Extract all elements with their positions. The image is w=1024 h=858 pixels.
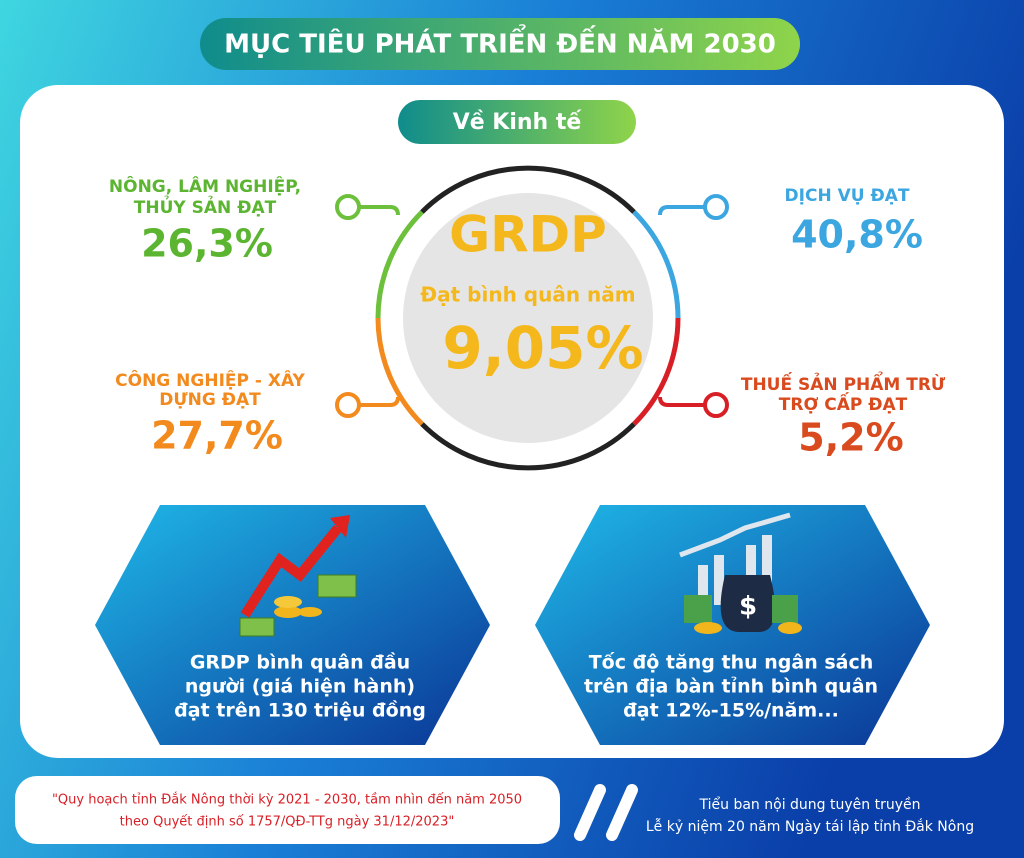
icon-growth — [239, 515, 357, 637]
section-pill — [398, 100, 636, 144]
item-value: 40,8% — [791, 213, 923, 257]
item-label: DỊCH VỤ ĐẠT — [785, 186, 910, 206]
card-text: trên địa bàn tỉnh bình quân — [584, 676, 878, 698]
item-value: 26,3% — [141, 222, 273, 266]
card-text: người (giá hiện hành) — [185, 676, 415, 698]
center-title: GRDP — [449, 206, 607, 264]
dollar-sign: $ — [739, 592, 757, 622]
center-subtitle: Đạt bình quân năm — [420, 283, 635, 307]
item-label: CÔNG NGHIỆP - XÂY — [115, 369, 305, 391]
ring — [335, 165, 729, 471]
quote-line: theo Quyết định số 1757/QĐ-TTg ngày 31/1… — [120, 815, 455, 830]
items: NÔNG, LÂM NGHIỆP, THỦY SẢN ĐẠT 26,3% DỊC… — [109, 175, 946, 460]
credit-line: Tiểu ban nội dung tuyên truyền — [699, 796, 921, 813]
quote-line: "Quy hoạch tỉnh Đắk Nông thời kỳ 2021 - … — [52, 793, 522, 808]
item-label: TRỢ CẤP ĐẠT — [779, 391, 908, 415]
item-value: 5,2% — [798, 416, 903, 460]
card-text: Tốc độ tăng thu ngân sách — [589, 651, 874, 674]
item-label: THỦY SẢN ĐẠT — [134, 194, 277, 218]
card-text: đạt trên 130 triệu đồng — [174, 699, 426, 722]
credit-line: Lễ kỷ niệm 20 năm Ngày tái lập tỉnh Đắk … — [646, 818, 974, 835]
section-title: Về Kinh tế — [453, 110, 583, 135]
item-value: 27,7% — [151, 414, 283, 458]
item-label: NÔNG, LÂM NGHIỆP, — [109, 175, 301, 197]
card-text: GRDP bình quân đầu — [190, 651, 410, 674]
card — [95, 505, 490, 745]
icon-budget: $ — [679, 512, 802, 634]
slashes — [574, 784, 638, 841]
title: MỤC TIÊU PHÁT TRIỂN ĐẾN NĂM 2030 — [224, 23, 776, 60]
item-label: THUẾ SẢN PHẨM TRỪ — [741, 370, 946, 395]
quote-box — [15, 776, 560, 844]
center-circle — [403, 193, 653, 443]
card-texts: GRDP bình quân đầu người (giá hiện hành)… — [174, 651, 878, 722]
title-pill — [200, 18, 800, 70]
card-text: đạt 12%-15%/năm... — [623, 700, 839, 722]
item-label: DỰNG ĐẠT — [159, 390, 261, 410]
center-value: 9,05% — [442, 314, 643, 382]
